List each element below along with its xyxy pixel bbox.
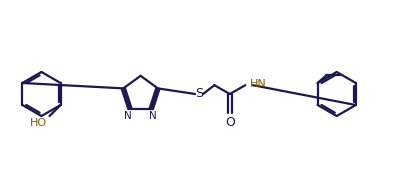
Text: O: O	[225, 116, 235, 129]
Text: N: N	[124, 111, 132, 121]
Text: N: N	[149, 111, 157, 121]
Text: HO: HO	[30, 118, 47, 128]
Text: S: S	[195, 87, 203, 100]
Text: HN: HN	[249, 79, 266, 89]
